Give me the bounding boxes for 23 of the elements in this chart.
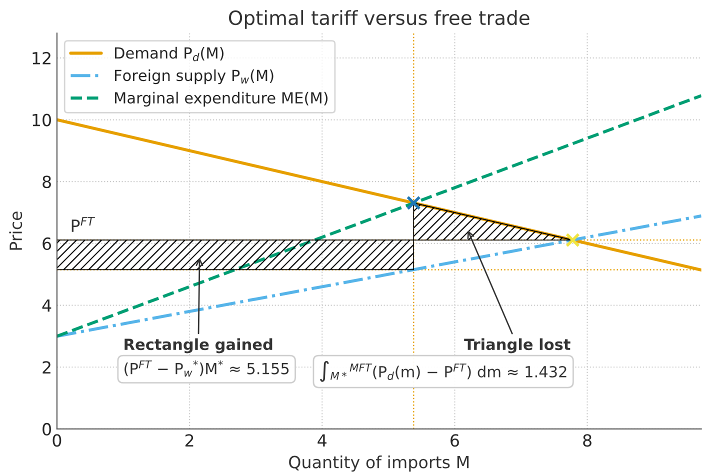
y-axis-title: Price	[9, 212, 22, 250]
annotation: Triangle lost	[464, 338, 570, 354]
x-tick-label: 4	[318, 434, 326, 446]
y-tick-label: 8	[42, 176, 51, 188]
x-tick-label: 8	[583, 434, 592, 447]
x-tick-label: 0	[52, 434, 62, 447]
y-tick-label: 12	[32, 52, 50, 64]
y-tick-label: 4	[42, 299, 52, 312]
y-tick-label: 0	[42, 422, 51, 436]
y-tick-label: 10	[32, 114, 51, 126]
x-tick-label: 2	[185, 434, 194, 446]
y-tick-label: 2	[42, 361, 50, 374]
annotation: Rectangle gained	[124, 338, 272, 354]
ref-line-label: P$^{FT}$	[72, 216, 96, 232]
legend-label: Foreign supply P$_{w}$(M)	[114, 69, 274, 84]
annotation: ∫$_{M*}$$^{MFT}$(P$_{d}$(m) − P$^{FT}$) dm ≈ 1.432	[320, 360, 566, 382]
x-tick-label: 6	[450, 434, 459, 447]
annotation: (P$^{FT}$ − P$_{w}$$^{*}$)M$^{*}$ ≈ 5.155	[124, 360, 289, 377]
y-tick-label: 6	[42, 237, 52, 250]
legend-label: Marginal expenditure ME(M)	[114, 92, 328, 107]
chart-title: Optimal tariff versus free trade	[228, 10, 530, 29]
x-axis-title: Quantity of imports M	[289, 456, 469, 472]
legend-label: Demand P$_{d}$(M)	[114, 46, 224, 62]
